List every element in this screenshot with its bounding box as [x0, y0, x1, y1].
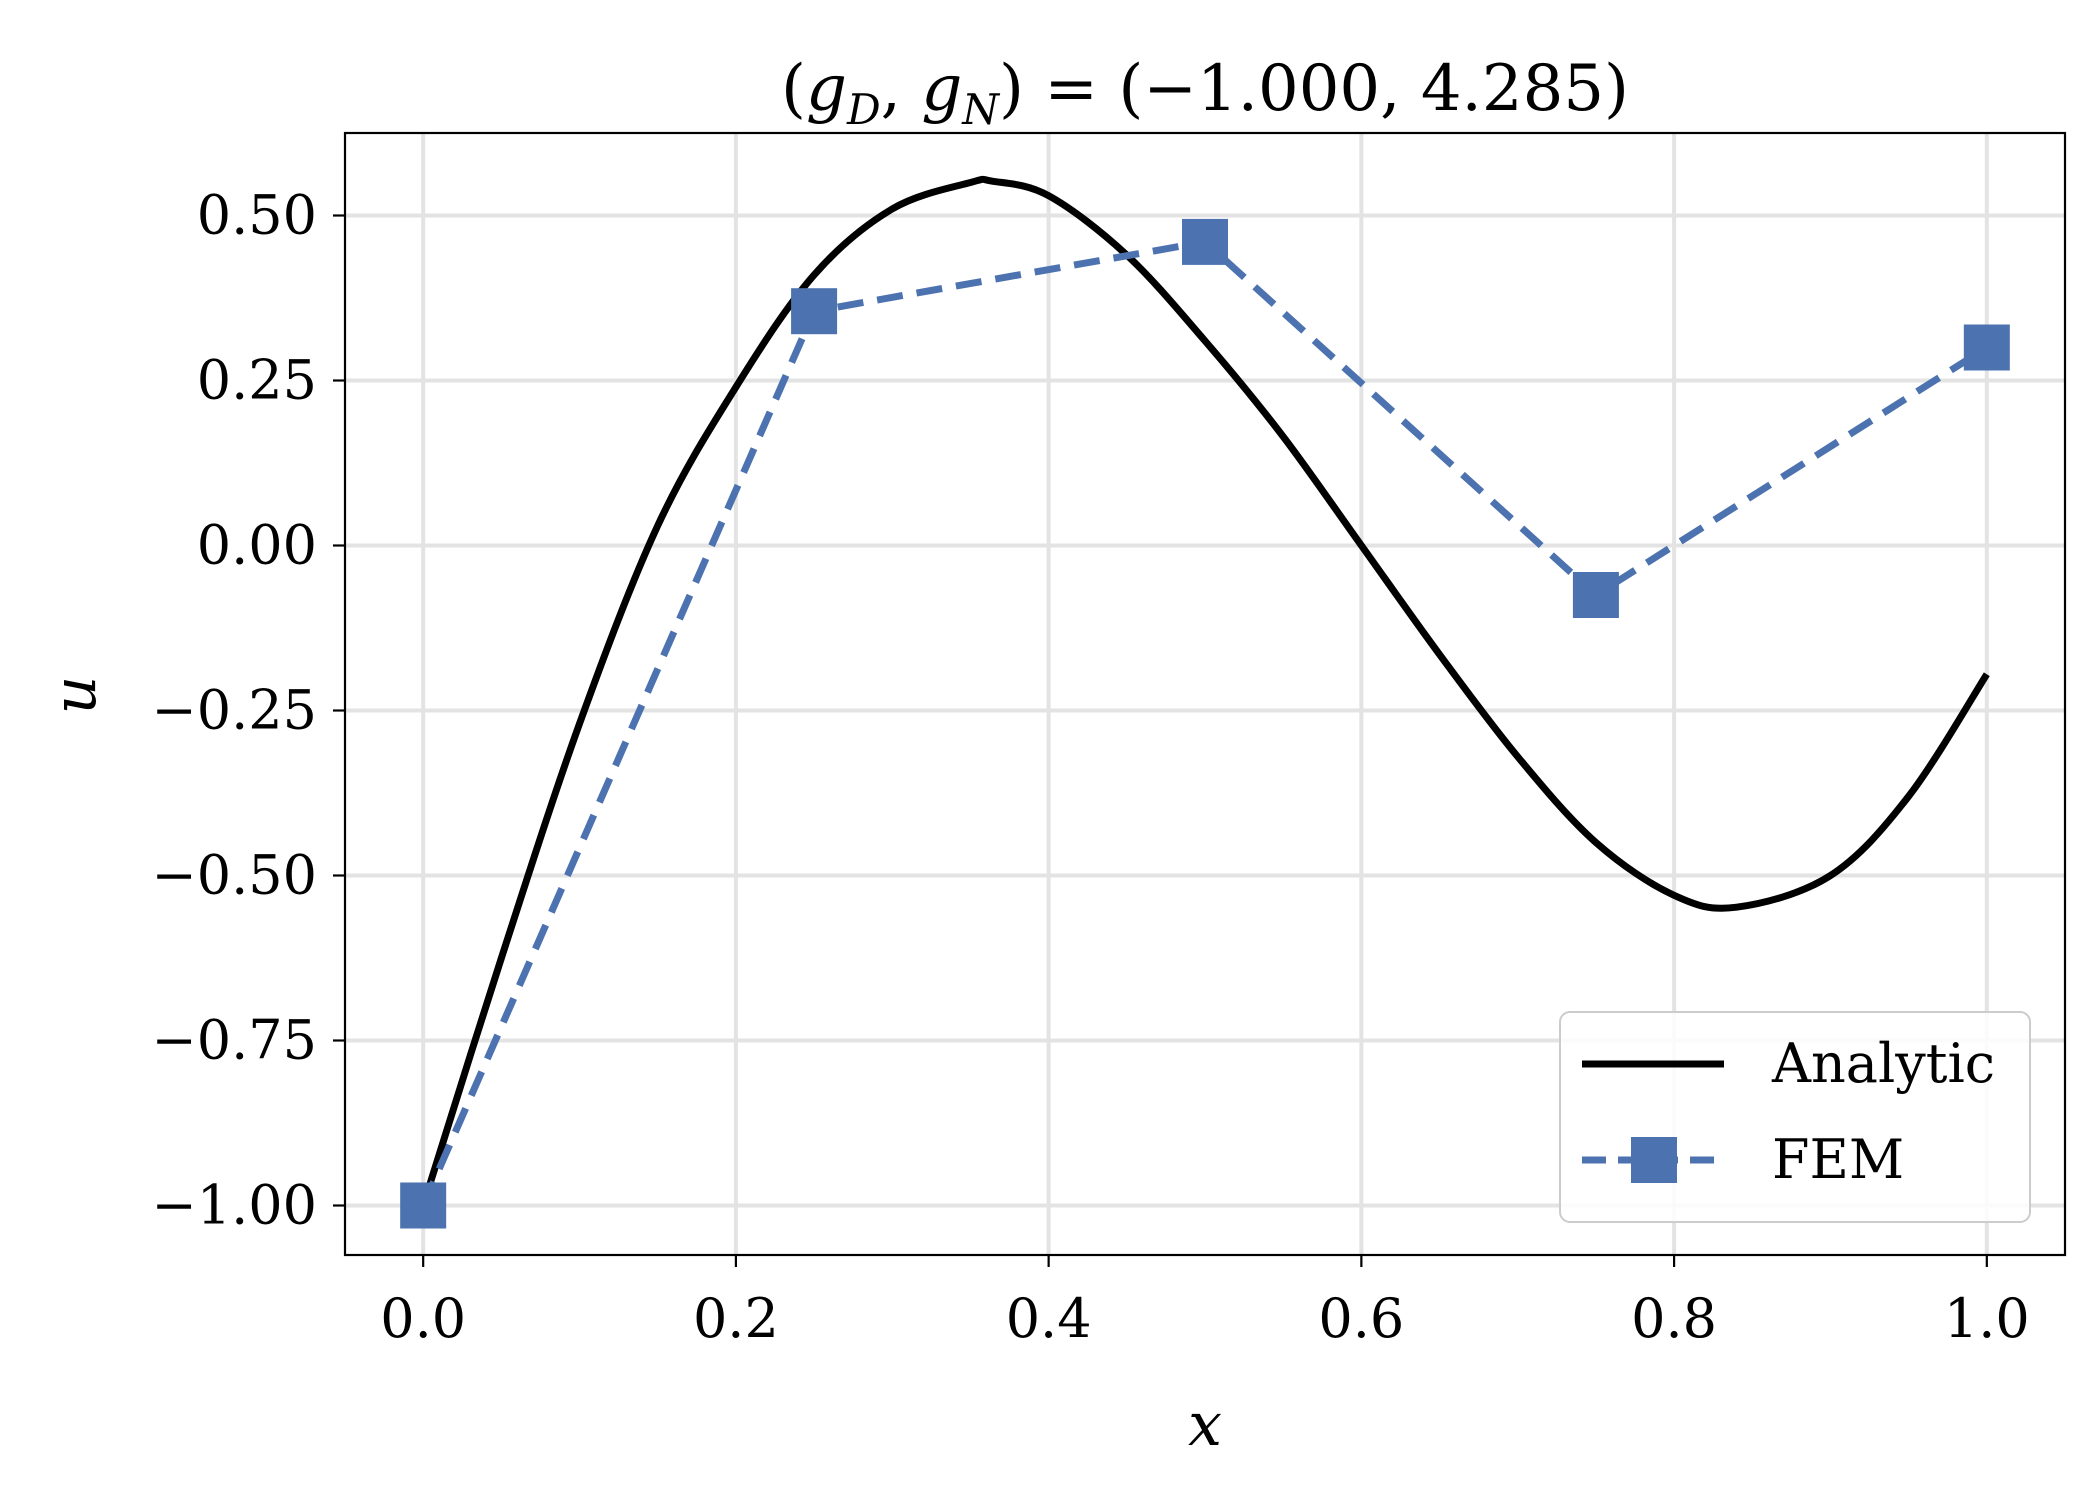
analytic-series-line: [419, 175, 1990, 1207]
y-tick-label: −1.00: [152, 1174, 317, 1237]
legend-fem-marker: [1631, 1137, 1677, 1183]
plot-area-frame: [343, 131, 2067, 1257]
fem-data-point: [1182, 218, 1228, 265]
legend-fem-label: FEM: [1772, 1128, 1904, 1191]
y-tick-label: −0.75: [152, 1009, 317, 1072]
legend-analytic-label: Analytic: [1771, 1032, 1995, 1095]
x-tick-label: 0.0: [380, 1287, 466, 1350]
fem-data-point: [791, 288, 838, 335]
x-tick-label: 1.0: [1944, 1287, 2030, 1350]
y-tick-label: 0.25: [197, 349, 317, 412]
x-axis-label: x: [1188, 1390, 1222, 1460]
legend: Analytic FEM: [1559, 1011, 2031, 1223]
axis-ticks: 0.0 0.2 0.4 0.6 0.8 1.0 0.50 0.25 0.00 −0.25 −0.50…: [152, 184, 2030, 1351]
y-tick-label: 0.00: [197, 514, 317, 577]
y-tick-label: −0.25: [152, 679, 317, 742]
x-tick-label: 0.6: [1318, 1287, 1404, 1350]
fem-data-point: [1963, 324, 2010, 371]
fem-data-point: [400, 1182, 447, 1229]
y-tick-label: 0.50: [197, 184, 317, 247]
fem-data-point: [1572, 572, 1619, 618]
x-tick-label: 0.4: [1006, 1287, 1092, 1350]
x-tick-label: 0.2: [693, 1287, 779, 1350]
x-tick-label: 0.8: [1631, 1287, 1717, 1350]
y-tick-label: −0.50: [152, 844, 317, 907]
y-axis-label: u: [40, 676, 110, 715]
series-layer: [400, 175, 2010, 1229]
chart-title: (gD, gN) = (−1.000, 4.285): [781, 52, 1629, 134]
